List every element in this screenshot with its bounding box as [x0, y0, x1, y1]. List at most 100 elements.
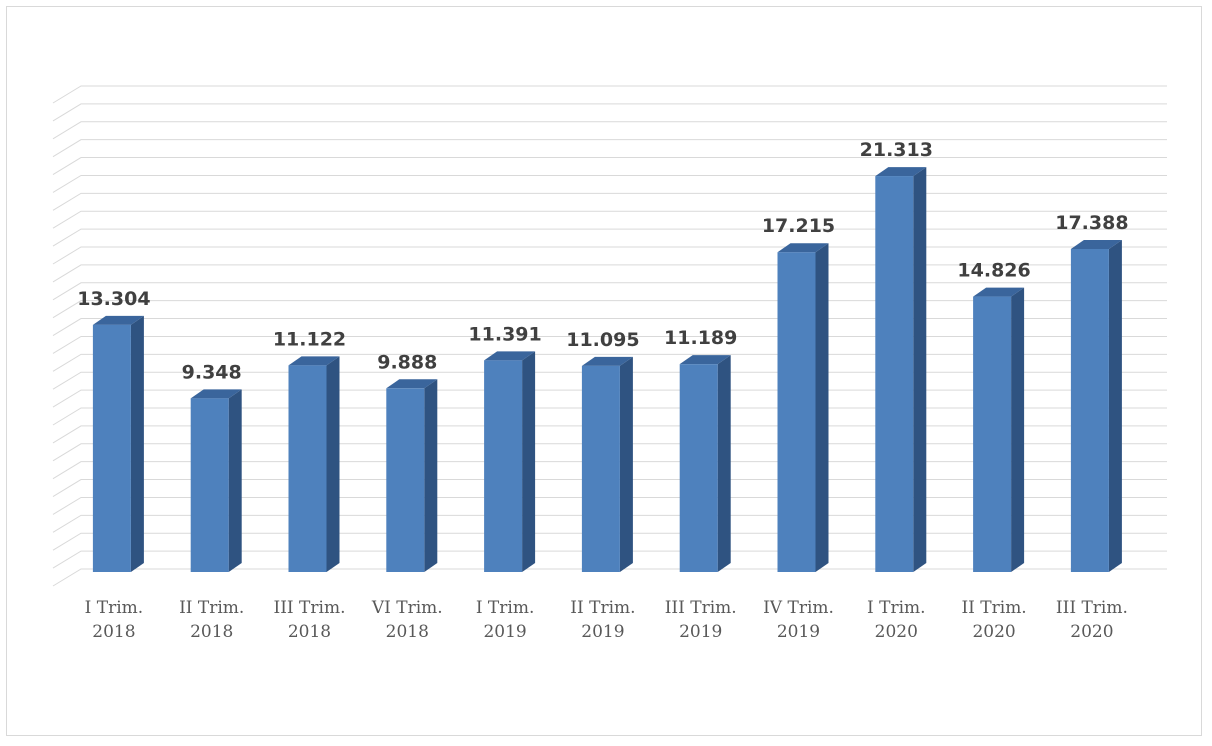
- bar: [288, 356, 340, 572]
- tick-label: III Trim. 2018: [274, 598, 346, 642]
- bar-top-face: [386, 379, 438, 389]
- data-label: 11.095: [566, 329, 639, 351]
- bar-front-face: [484, 360, 523, 572]
- data-label: 14.826: [957, 260, 1030, 282]
- tick-label-line: III Trim.: [274, 598, 346, 618]
- data-label: 21.313: [860, 139, 933, 161]
- tick-label-line: 2020: [972, 622, 1015, 642]
- tick-label: II Trim. 2020: [961, 598, 1026, 642]
- data-labels: 13.304 9.348 11.122 9.888 11.391 11.095 11.189…: [77, 139, 1128, 383]
- gridline: [52, 139, 1167, 158]
- bar-side-face: [522, 351, 536, 572]
- tick-label-line: 2020: [1070, 622, 1113, 642]
- tick-label-line: II Trim.: [570, 598, 635, 618]
- bar: [1070, 239, 1122, 572]
- bar-front-face: [679, 364, 718, 572]
- gridline: [52, 210, 1167, 229]
- tick-label: II Trim. 2019: [570, 598, 635, 642]
- tick-label-line: 2018: [92, 622, 135, 642]
- tick-label-line: II Trim.: [961, 598, 1026, 618]
- tick-label-line: 2018: [190, 622, 233, 642]
- bar-side-face: [619, 356, 633, 572]
- bars: [92, 167, 1122, 572]
- bar: [484, 351, 536, 572]
- data-label: 17.215: [762, 215, 835, 237]
- tick-label-line: 2019: [483, 622, 526, 642]
- bar-top-face: [679, 355, 731, 365]
- tick-label-line: 2019: [777, 622, 820, 642]
- tick-label-line: 2019: [581, 622, 624, 642]
- bar: [190, 389, 242, 572]
- bar-side-face: [815, 243, 829, 572]
- tick-label: I Trim. 2020: [867, 598, 926, 642]
- bar-front-face: [190, 398, 229, 572]
- tick-label-line: VI Trim.: [371, 598, 443, 618]
- bar: [92, 315, 144, 572]
- bar-side-face: [717, 355, 731, 572]
- bar-top-face: [484, 351, 536, 361]
- gridline: [52, 157, 1167, 175]
- bar: [875, 167, 927, 572]
- tick-label: I Trim. 2019: [476, 598, 535, 642]
- bar-front-face: [875, 176, 914, 572]
- bar-front-face: [581, 365, 620, 572]
- bar-top-face: [973, 287, 1025, 297]
- tick-label: I Trim. 2018: [85, 598, 144, 642]
- bar-front-face: [92, 324, 131, 572]
- data-label: 17.388: [1055, 212, 1128, 234]
- bar-side-face: [326, 356, 340, 572]
- bar-top-face: [190, 389, 242, 399]
- data-label: 11.391: [468, 323, 541, 345]
- tick-label: III Trim. 2020: [1056, 598, 1128, 642]
- gridline: [52, 174, 1167, 193]
- tick-label-line: III Trim.: [665, 598, 737, 618]
- chart-frame: 13.304 9.348 11.122 9.888 11.391 11.095 11.189…: [6, 6, 1202, 736]
- bar-side-face: [1011, 287, 1025, 572]
- tick-label-line: I Trim.: [85, 598, 144, 618]
- bar-side-face: [1108, 239, 1122, 572]
- tick-label: III Trim. 2019: [665, 598, 737, 642]
- gridline: [52, 228, 1167, 247]
- gridline: [52, 103, 1167, 122]
- bar-side-face: [424, 379, 438, 572]
- tick-label-line: II Trim.: [179, 598, 244, 618]
- bar: [679, 355, 731, 572]
- bar-front-face: [973, 296, 1012, 572]
- tick-label: VI Trim. 2018: [371, 598, 443, 642]
- gridline: [52, 85, 1167, 104]
- tick-label-line: 2018: [288, 622, 331, 642]
- tick-label-line: 2020: [875, 622, 918, 642]
- bar-front-face: [288, 365, 327, 572]
- bar-top-face: [581, 356, 633, 366]
- bar-top-face: [92, 315, 144, 325]
- tick-label-line: I Trim.: [867, 598, 926, 618]
- bar-side-face: [228, 389, 242, 572]
- data-label: 9.888: [377, 351, 437, 373]
- tick-label-line: 2018: [386, 622, 429, 642]
- tick-label-line: III Trim.: [1056, 598, 1128, 618]
- bar-side-face: [913, 167, 927, 572]
- gridline: [52, 121, 1167, 140]
- bar-top-face: [875, 167, 927, 177]
- bar: [581, 356, 633, 572]
- bar-chart: 13.304 9.348 11.122 9.888 11.391 11.095 11.189…: [52, 85, 1167, 642]
- tick-label-line: IV Trim.: [763, 598, 834, 618]
- data-label: 13.304: [77, 288, 150, 310]
- bar-side-face: [130, 315, 144, 572]
- tick-label: IV Trim. 2019: [763, 598, 834, 642]
- gridline: [52, 192, 1167, 211]
- bar-front-face: [777, 252, 816, 572]
- bar-front-face: [386, 388, 425, 572]
- tick-label-line: 2019: [679, 622, 722, 642]
- bar-top-face: [288, 356, 340, 366]
- data-label: 9.348: [182, 361, 242, 383]
- bar: [386, 379, 438, 572]
- data-label: 11.122: [273, 328, 346, 350]
- bar-top-face: [1070, 239, 1122, 249]
- tick-label-line: I Trim.: [476, 598, 535, 618]
- bar: [973, 287, 1025, 572]
- bar: [777, 243, 829, 572]
- bar-top-face: [777, 243, 829, 253]
- tick-label: II Trim. 2018: [179, 598, 244, 642]
